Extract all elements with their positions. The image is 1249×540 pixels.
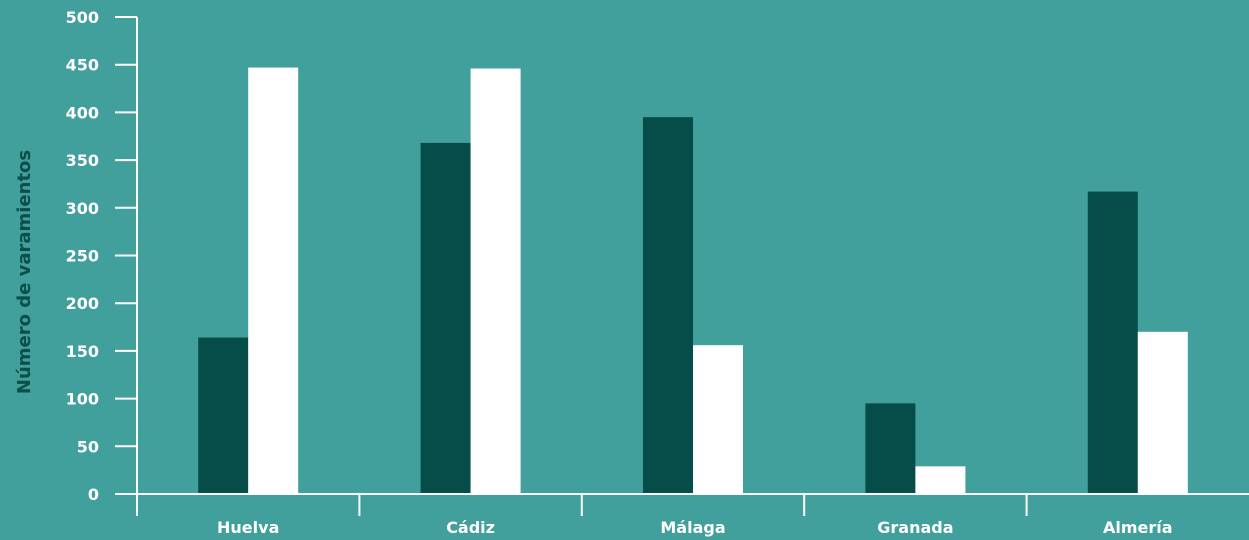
- y-tick-label-250: 250: [66, 247, 99, 266]
- y-axis-title: Número de varamientos: [14, 150, 35, 394]
- axes-layer: 0 50 100 150 200 250 300 350 400 450 500 Huelva Cádi…: [66, 8, 1249, 537]
- bars-layer: [198, 67, 1188, 495]
- bar-c-diz-series-2: [470, 68, 521, 495]
- bar-m-laga-series-2: [693, 345, 743, 494]
- x-tick-label-huelva: Huelva: [217, 518, 279, 537]
- bar-almer-a-series-2: [1137, 331, 1188, 494]
- bar-almer-a-series-1: [1087, 191, 1138, 494]
- y-tick-label-350: 350: [66, 151, 99, 170]
- x-tick-label-almer-a: Almería: [1103, 518, 1173, 537]
- bar-huelva-series-1: [198, 337, 249, 494]
- bar-granada-series-1: [865, 403, 916, 494]
- bar-m-laga-series-1: [643, 117, 693, 495]
- bar-huelva-series-2: [248, 67, 299, 494]
- y-tick-label-400: 400: [66, 103, 99, 122]
- y-tick-label-200: 200: [66, 294, 99, 313]
- x-tick-label-m-laga: Málaga: [660, 518, 725, 537]
- bar-granada-series-2: [915, 466, 966, 494]
- y-tick-label-0: 0: [88, 485, 99, 504]
- y-tick-label-150: 150: [66, 342, 99, 361]
- y-tick-label-300: 300: [66, 199, 99, 218]
- x-tick-label-granada: Granada: [877, 518, 953, 537]
- y-tick-label-450: 450: [66, 56, 99, 75]
- x-tick-label-c-diz: Cádiz: [446, 518, 495, 537]
- y-tick-label-50: 50: [77, 437, 99, 456]
- y-tick-label-100: 100: [66, 390, 99, 409]
- bar-c-diz-series-1: [420, 142, 471, 495]
- y-tick-label-500: 500: [66, 8, 99, 27]
